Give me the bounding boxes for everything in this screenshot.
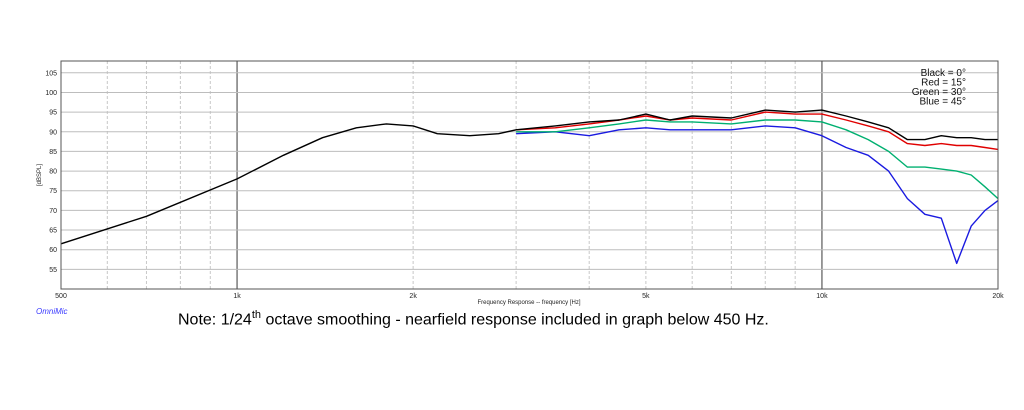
x-tick-label: 2k bbox=[409, 293, 417, 300]
y-tick-label: 80 bbox=[49, 169, 57, 176]
x-tick-labels: 500 1k 2k 5k 10k 20k bbox=[55, 293, 1004, 300]
series-layer bbox=[60, 109, 999, 265]
legend-entry: Green = 30° bbox=[912, 87, 966, 98]
smoothing-note: Note: 1/24th octave smoothing - nearfiel… bbox=[178, 309, 769, 329]
legend-entry: Black = 0° bbox=[921, 68, 966, 79]
y-tick-label: 95 bbox=[49, 110, 57, 117]
note-suffix: octave smoothing - nearfield response in… bbox=[261, 311, 769, 329]
y-tick-label: 70 bbox=[49, 208, 57, 215]
y-tick-labels: 55 60 65 70 75 80 85 90 95 100 105 bbox=[45, 70, 57, 274]
note-superscript: th bbox=[251, 309, 262, 321]
x-axis-label: Frequency Response -- frequency [Hz] bbox=[477, 300, 580, 306]
x-tick-label: 1k bbox=[233, 293, 241, 300]
series-line bbox=[60, 109, 998, 245]
plot-background bbox=[61, 61, 998, 289]
y-tick-label: 60 bbox=[49, 247, 57, 254]
legend-entry: Red = 15° bbox=[921, 78, 966, 89]
y-tick-label: 90 bbox=[49, 129, 57, 136]
omnimic-brand: OmniMic bbox=[36, 307, 68, 316]
series-line bbox=[516, 119, 999, 200]
y-tick-label: 105 bbox=[45, 70, 57, 77]
y-tick-label: 100 bbox=[45, 90, 57, 97]
x-tick-label: 10k bbox=[816, 293, 828, 300]
legend-entry: Blue = 45° bbox=[919, 97, 966, 108]
y-tick-label: 75 bbox=[49, 188, 57, 195]
y-axis-label: [dBSPL] bbox=[37, 164, 43, 186]
y-tick-label: 85 bbox=[49, 149, 57, 156]
plot-frame bbox=[60, 60, 999, 290]
note-prefix: Note: 1/24 bbox=[178, 311, 252, 329]
y-tick-label: 55 bbox=[49, 267, 57, 274]
x-tick-label: 5k bbox=[642, 293, 650, 300]
y-tick-label: 65 bbox=[49, 228, 57, 235]
legend: Black = 0°Red = 15°Green = 30°Blue = 45° bbox=[912, 68, 966, 108]
x-tick-label: 20k bbox=[992, 293, 1004, 300]
x-tick-label: 500 bbox=[55, 293, 67, 300]
series-line bbox=[516, 125, 999, 265]
